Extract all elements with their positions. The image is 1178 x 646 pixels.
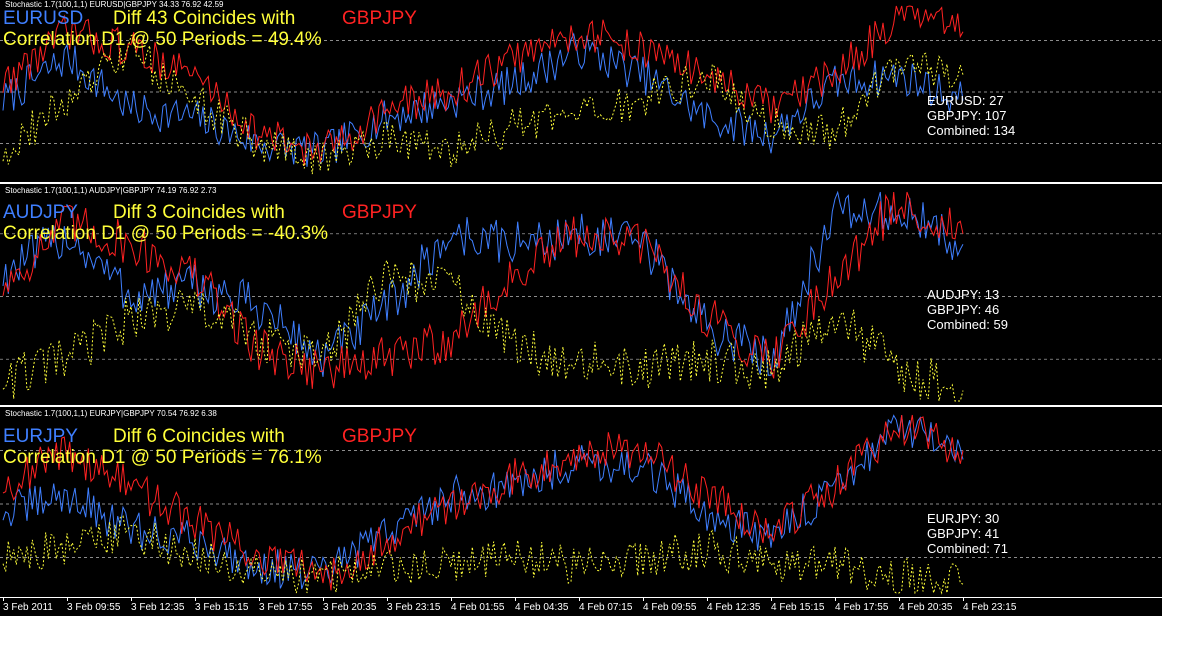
indicator-pane-eurusd[interactable]: Stochastic 1.7(100,1,1) EURUSD|GBPJPY 34… <box>0 0 1162 182</box>
time-axis-label: 3 Feb 09:55 <box>67 602 121 613</box>
time-tick <box>195 598 196 601</box>
compare-count: GBPJPY: 46 <box>927 302 1000 317</box>
base-line <box>2 190 964 377</box>
time-axis-label: 3 Feb 23:15 <box>387 602 441 613</box>
compare-line <box>2 414 964 591</box>
diff-label: Diff 3 Coincides with <box>113 202 285 223</box>
time-tick <box>963 598 964 601</box>
indicator-title: Stochastic 1.7(100,1,1) EURJPY|GBPJPY 70… <box>5 409 217 418</box>
base-symbol-label: AUDJPY <box>3 202 78 223</box>
stats-block: AUDJPY: 13 GBPJPY: 46 Combined: 59 <box>927 287 1008 332</box>
time-axis-label: 3 Feb 12:35 <box>131 602 185 613</box>
chart-window: Stochastic 1.7(100,1,1) EURUSD|GBPJPY 34… <box>0 0 1162 616</box>
pane-separator[interactable] <box>0 405 1162 407</box>
time-axis-label: 4 Feb 01:55 <box>451 602 505 613</box>
time-axis-label: 3 Feb 20:35 <box>323 602 377 613</box>
compare-symbol-label: GBPJPY <box>342 426 417 447</box>
diff-label: Diff 6 Coincides with <box>113 426 285 447</box>
time-tick <box>771 598 772 601</box>
time-axis-label: 4 Feb 23:15 <box>963 602 1017 613</box>
stats-block: EURUSD: 27 GBPJPY: 107 Combined: 134 <box>927 93 1015 138</box>
time-tick <box>3 598 4 601</box>
time-axis-label: 4 Feb 15:15 <box>771 602 825 613</box>
compare-count: GBPJPY: 107 <box>927 108 1007 123</box>
stats-block: EURJPY: 30 GBPJPY: 41 Combined: 71 <box>927 511 1008 556</box>
correlation-label: Correlation D1 @ 50 Periods = 49.4% <box>3 29 322 50</box>
time-tick <box>579 598 580 601</box>
base-line <box>2 414 964 590</box>
stochastic-plot <box>0 190 1162 402</box>
time-axis-label: 4 Feb 04:35 <box>515 602 569 613</box>
time-tick <box>259 598 260 601</box>
combined-count: Combined: 71 <box>927 541 1008 556</box>
combined-count: Combined: 59 <box>927 317 1008 332</box>
time-tick <box>515 598 516 601</box>
time-axis-label: 4 Feb 12:35 <box>707 602 761 613</box>
base-line <box>2 32 964 167</box>
time-tick <box>323 598 324 601</box>
diff-label: Diff 43 Coincides with <box>113 8 296 29</box>
indicator-pane-audjpy[interactable]: Stochastic 1.7(100,1,1) AUDJPY|GBPJPY 74… <box>0 186 1162 405</box>
stochastic-plot <box>0 414 1162 595</box>
stochastic-plot <box>0 5 1162 175</box>
pane-separator[interactable] <box>0 182 1162 184</box>
base-count: EURJPY: 30 <box>927 511 1000 526</box>
correlation-label: Correlation D1 @ 50 Periods = -40.3% <box>3 223 329 244</box>
base-count: AUDJPY: 13 <box>927 287 1000 302</box>
time-tick <box>835 598 836 601</box>
time-axis-label: 4 Feb 09:55 <box>643 602 697 613</box>
combined-count: Combined: 134 <box>927 123 1016 138</box>
time-axis-label: 3 Feb 2011 <box>3 602 53 613</box>
compare-symbol-label: GBPJPY <box>342 8 417 29</box>
time-tick <box>899 598 900 601</box>
time-axis: 3 Feb 2011 3 Feb 09:55 3 Feb 12:35 3 Feb 15… <box>0 597 1162 616</box>
time-tick <box>707 598 708 601</box>
time-axis-label: 4 Feb 20:35 <box>899 602 953 613</box>
time-tick <box>67 598 68 601</box>
compare-line <box>2 5 964 166</box>
time-tick <box>643 598 644 601</box>
time-axis-label: 3 Feb 17:55 <box>259 602 313 613</box>
compare-count: GBPJPY: 41 <box>927 526 1000 541</box>
base-count: EURUSD: 27 <box>927 93 1004 108</box>
indicator-pane-eurjpy[interactable]: Stochastic 1.7(100,1,1) EURJPY|GBPJPY 70… <box>0 409 1162 597</box>
time-tick <box>131 598 132 601</box>
base-symbol-label: EURJPY <box>3 426 78 447</box>
indicator-title: Stochastic 1.7(100,1,1) AUDJPY|GBPJPY 74… <box>5 186 217 195</box>
diff-line <box>2 33 964 175</box>
compare-line <box>2 191 964 389</box>
base-symbol-label: EURUSD <box>3 8 84 29</box>
time-tick <box>451 598 452 601</box>
time-axis-label: 4 Feb 17:55 <box>835 602 889 613</box>
diff-line <box>2 258 964 402</box>
time-axis-label: 3 Feb 15:15 <box>195 602 249 613</box>
correlation-label: Correlation D1 @ 50 Periods = 76.1% <box>3 447 322 468</box>
time-tick <box>387 598 388 601</box>
compare-symbol-label: GBPJPY <box>342 202 417 223</box>
indicator-title: Stochastic 1.7(100,1,1) EURUSD|GBPJPY 34… <box>5 0 224 9</box>
diff-line <box>2 515 964 595</box>
time-axis-label: 4 Feb 07:15 <box>579 602 633 613</box>
